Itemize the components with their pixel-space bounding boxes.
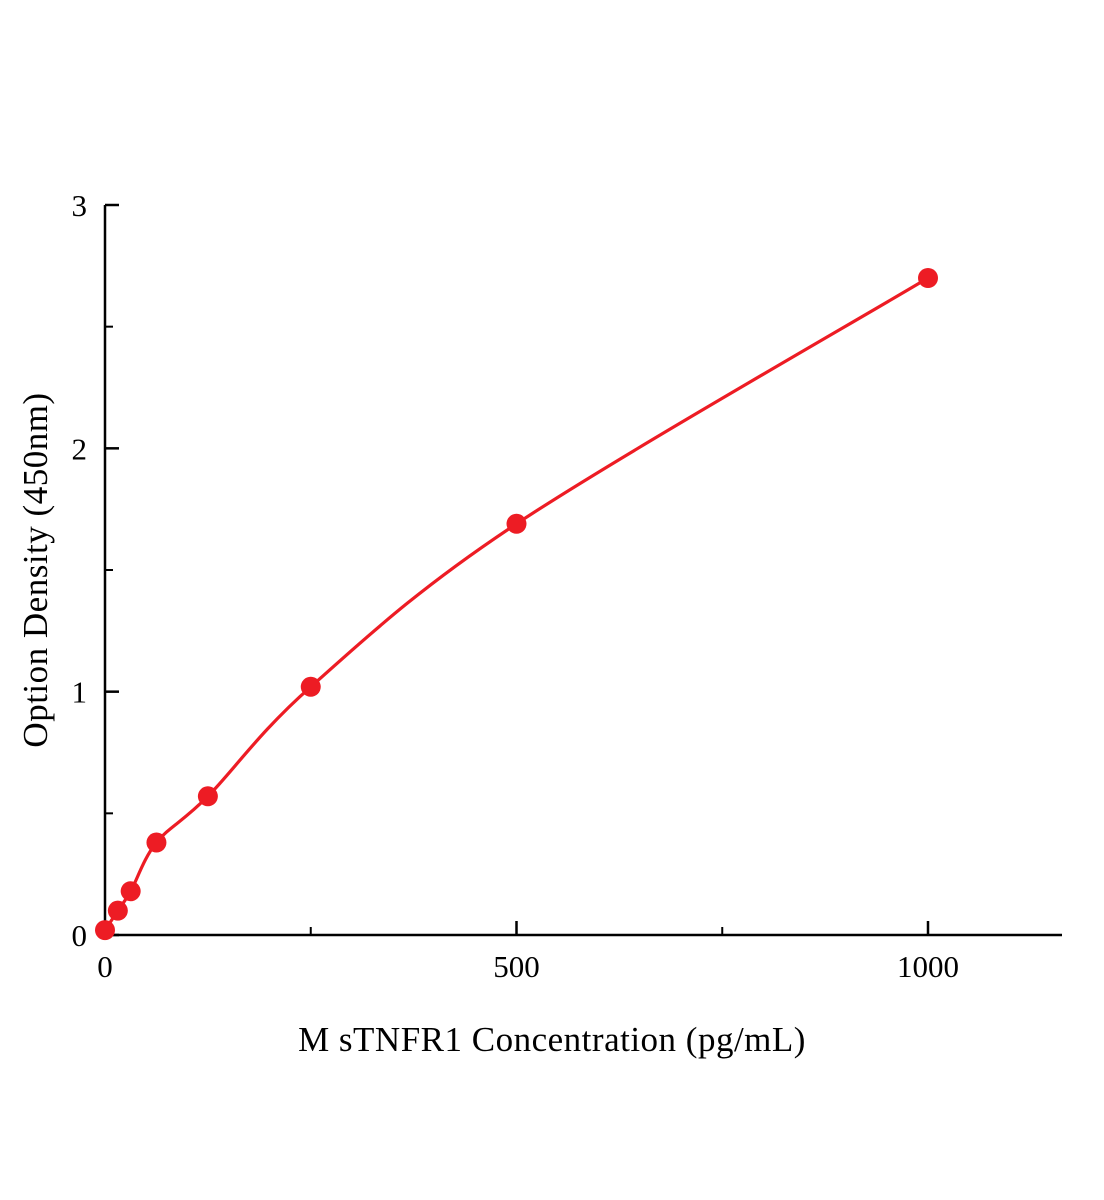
data-point <box>120 881 141 902</box>
y-tick-label: 1 <box>72 675 88 710</box>
data-point <box>506 513 527 534</box>
data-point <box>918 268 938 288</box>
data-point <box>197 786 218 807</box>
y-tick-label: 2 <box>72 431 88 466</box>
y-axis-title: Option Density (450nm) <box>16 392 55 748</box>
x-axis-title: M sTNFR1 Concentration (pg/mL) <box>298 1020 806 1059</box>
data-point <box>300 676 321 697</box>
data-point <box>107 900 128 921</box>
x-tick-label: 0 <box>97 949 113 984</box>
data-point <box>146 832 167 853</box>
data-point <box>95 920 115 941</box>
standard-curve-line <box>103 276 930 932</box>
x-tick-label: 1000 <box>897 949 959 984</box>
y-tick-label: 3 <box>72 188 88 223</box>
x-tick-label: 500 <box>493 949 540 984</box>
y-tick-label: 0 <box>72 918 88 953</box>
